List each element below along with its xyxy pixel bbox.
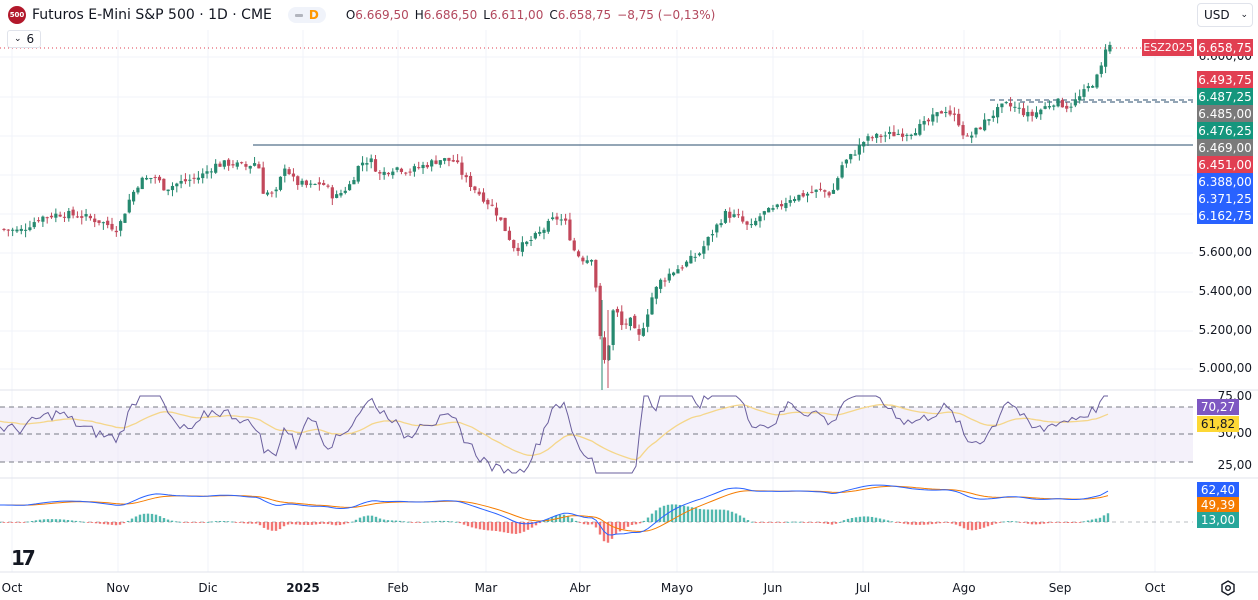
price-tick: 5.400,00 xyxy=(1198,284,1252,298)
indicators-count: 6 xyxy=(26,32,35,46)
time-tick: Mayo xyxy=(660,581,694,595)
close-key: C xyxy=(549,8,558,22)
tradingview-logo[interactable]: 17 xyxy=(11,546,36,570)
macd-value-badge: 49,39 xyxy=(1197,497,1239,513)
price-level-badge: 6.371,25 xyxy=(1197,190,1253,207)
price-level-badge: 6.476,25 xyxy=(1197,122,1253,139)
chevron-down-icon: ⌄ xyxy=(14,34,22,44)
indicators-toggle-button[interactable]: ⌄ 6 xyxy=(7,30,42,48)
time-tick: 2025 xyxy=(286,581,320,595)
high-key: H xyxy=(414,8,424,22)
time-tick: Sep xyxy=(1048,581,1072,595)
time-tick: Mar xyxy=(474,581,498,595)
currency-value: USD xyxy=(1204,8,1230,22)
delayed-badge: D xyxy=(308,8,319,22)
rsi-value-badge: 61,82 xyxy=(1197,416,1239,432)
time-tick: Feb xyxy=(387,581,409,595)
open-key: O xyxy=(345,8,356,22)
time-tick: Nov xyxy=(106,581,130,595)
market-status-pill[interactable]: D xyxy=(287,7,326,23)
price-level-badge: 6.485,00 xyxy=(1197,105,1253,122)
macd-value-badge: 62,40 xyxy=(1197,482,1239,498)
high-value: 6.686,50 xyxy=(423,8,478,22)
symbol-title[interactable]: Futuros E-Mini S&P 500 · 1D · CME xyxy=(32,7,272,23)
last-price-badge: 6.658,75 xyxy=(1197,39,1253,56)
time-tick: Dic xyxy=(198,581,218,595)
price-level-badge: 6.451,00 xyxy=(1197,156,1253,173)
rsi-tick: 25,00 xyxy=(1217,458,1252,472)
price-tick: 5.200,00 xyxy=(1198,323,1252,337)
close-value: 6.658,75 xyxy=(557,8,612,22)
price-tick: 5.600,00 xyxy=(1198,245,1252,259)
currency-select[interactable]: USD ⌄ xyxy=(1197,3,1253,27)
settings-gear-icon[interactable] xyxy=(1219,579,1237,597)
time-tick: Jul xyxy=(855,581,871,595)
price-tick: 5.000,00 xyxy=(1198,361,1252,375)
time-tick: Jun xyxy=(763,581,783,595)
price-level-badge: 6.493,75 xyxy=(1197,71,1253,88)
price-level-badge: 6.388,00 xyxy=(1197,173,1253,190)
time-tick: Oct xyxy=(1,581,23,595)
time-tick: Ago xyxy=(952,581,976,595)
symbol-price-badge: ESZ2025 xyxy=(1142,39,1194,56)
price-level-badge: 6.162,75 xyxy=(1197,207,1253,224)
macd-value-badge: 13,00 xyxy=(1197,512,1239,528)
open-value: 6.669,50 xyxy=(355,8,409,22)
price-level-badge: 6.469,00 xyxy=(1197,139,1253,156)
chevron-down-icon: ⌄ xyxy=(1240,10,1248,20)
minus-icon xyxy=(294,13,303,17)
rsi-value-badge: 70,27 xyxy=(1197,399,1239,415)
change-value: −8,75 (−0,13%) xyxy=(617,8,716,22)
price-level-badge: 6.487,25 xyxy=(1197,88,1253,105)
ohlc-values: O6.669,50 H6.686,50 L6.611,00 C6.658,75 … xyxy=(346,8,715,22)
time-tick: Oct xyxy=(1144,581,1166,595)
low-value: 6.611,00 xyxy=(489,8,544,22)
time-tick: Abr xyxy=(569,581,591,595)
low-key: L xyxy=(483,8,490,22)
symbol-legend: 500 Futuros E-Mini S&P 500 · 1D · CME D … xyxy=(8,5,715,25)
symbol-logo-icon: 500 xyxy=(8,6,26,24)
